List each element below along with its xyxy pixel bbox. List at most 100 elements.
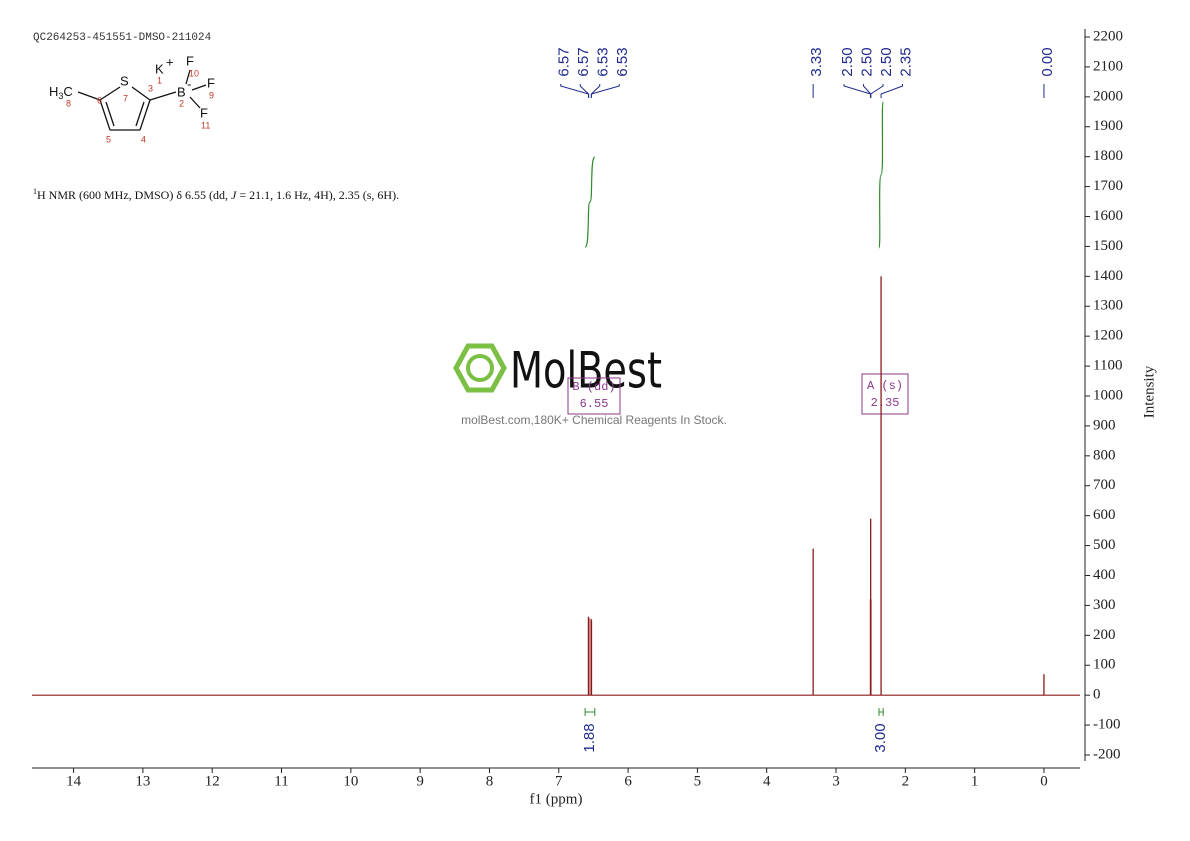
atom: H (49, 84, 58, 99)
bond (139, 99, 151, 131)
x-tick-label: 1 (971, 773, 979, 789)
atom-number: 3 (148, 83, 153, 93)
text: = 21.1, 1.6 Hz, 4H), 2.35 (s, 6H). (236, 188, 399, 202)
y-tick-label: -200 (1093, 746, 1121, 762)
x-tick-label: 14 (66, 773, 82, 789)
subscript: 3 (58, 91, 63, 101)
multiplet-name: B (dd) (572, 380, 615, 394)
x-tick-label: 0 (1040, 773, 1048, 789)
y-tick-label: 1000 (1093, 387, 1123, 403)
peak-label: 2.50 (878, 47, 895, 76)
atom-number: 5 (106, 134, 111, 144)
atom: B (177, 84, 186, 99)
watermark-logo: MolBest (510, 342, 662, 400)
atom-number: 1 (157, 75, 162, 85)
peak-label-tie (880, 84, 904, 98)
atom-number: 2 (179, 98, 184, 108)
multiplet-shift: 2.35 (871, 396, 900, 410)
bond (185, 69, 191, 85)
multiplet-shift: 6.55 (580, 397, 609, 411)
atom: S (120, 73, 129, 88)
y-tick-label: 800 (1093, 447, 1116, 463)
x-tick-label: 10 (343, 773, 358, 789)
x-tick-label: 6 (624, 773, 632, 789)
bond (99, 86, 121, 101)
bond (191, 84, 207, 91)
superscript: 1 (33, 187, 37, 196)
x-tick-label: 13 (135, 773, 150, 789)
peak-label: 6.53 (614, 47, 631, 76)
x-tick-label: 2 (902, 773, 910, 789)
y-tick-label: 2100 (1093, 58, 1123, 74)
x-tick-label: 5 (694, 773, 702, 789)
multiplet-name: A (s) (867, 379, 903, 393)
peak-label-tie (843, 84, 872, 98)
x-tick-label: 9 (416, 773, 424, 789)
text: J (231, 188, 237, 202)
atom-number: 9 (209, 90, 214, 100)
atom-number: 10 (189, 68, 199, 78)
atom: F (200, 105, 208, 120)
nmr-description: 1H NMR (600 MHz, DMSO) δ 6.55 (dd, J = 2… (33, 187, 399, 202)
atom: F (207, 75, 215, 90)
logo-hexagon (453, 343, 507, 393)
bond (135, 101, 145, 127)
atom-number: 7 (123, 93, 128, 103)
peak-label-tie (590, 84, 620, 98)
y-tick-label: -100 (1093, 717, 1121, 733)
charge: + (166, 54, 174, 69)
y-tick-label: 200 (1093, 627, 1116, 643)
sample-id: QC264253-451551-DMSO-211024 (33, 32, 212, 44)
peak-label: 2.35 (897, 47, 914, 76)
y-tick-label: 1500 (1093, 238, 1123, 254)
y-tick-label: 1900 (1093, 118, 1123, 134)
bond (131, 86, 151, 101)
bond (149, 91, 177, 101)
y-tick-label: 2000 (1093, 88, 1123, 104)
atom-number: 11 (201, 120, 210, 130)
integral-curve (878, 101, 884, 249)
peak-label: 6.57 (556, 47, 573, 76)
y-tick-label: 1600 (1093, 208, 1123, 224)
x-tick-label: 4 (763, 773, 771, 789)
y-tick-label: 2200 (1093, 28, 1123, 44)
y-tick-label: 600 (1093, 507, 1116, 523)
structure (77, 69, 207, 131)
y-tick-label: 1400 (1093, 268, 1123, 284)
y-tick-label: 300 (1093, 597, 1116, 613)
peak-label-tie (590, 84, 601, 98)
x-tick-label: 11 (274, 773, 288, 789)
peak-label: 6.57 (575, 47, 592, 76)
bond (189, 96, 201, 109)
bond (105, 101, 115, 127)
x-tick-label: 3 (832, 773, 840, 789)
y-tick-label: 400 (1093, 567, 1116, 583)
atom-number: 6 (97, 95, 102, 105)
bond (77, 91, 101, 101)
y-tick-label: 900 (1093, 417, 1116, 433)
watermark-logo-icon (453, 343, 507, 393)
peak-label-tie (579, 84, 590, 98)
y-tick-label: 100 (1093, 657, 1116, 673)
peak-label-tie (863, 84, 872, 98)
x-axis-title: f1 (ppm) (530, 791, 583, 807)
y-tick-label: 1200 (1093, 328, 1123, 344)
bond (99, 99, 111, 131)
charge: - (187, 76, 191, 91)
text: H NMR (600 MHz, DMSO) δ 6.55 (dd, (37, 188, 231, 202)
y-tick-label: 1300 (1093, 298, 1123, 314)
peak-label-tie (870, 84, 884, 98)
integral-curve (584, 156, 596, 248)
y-tick-label: 1100 (1093, 358, 1122, 374)
atom: H3C (49, 84, 73, 101)
peak-label: 2.50 (839, 47, 856, 76)
y-tick-label: 0 (1093, 687, 1101, 703)
atom: F (186, 53, 194, 68)
atom-number: 4 (141, 134, 146, 144)
peak-label: 0.00 (1039, 47, 1056, 76)
watermark-tagline: molBest.com,180K+ Chemical Reagents In S… (461, 413, 727, 427)
x-tick-label: 12 (205, 773, 220, 789)
y-tick-label: 1700 (1093, 178, 1123, 194)
peak-label: 3.33 (808, 47, 825, 76)
